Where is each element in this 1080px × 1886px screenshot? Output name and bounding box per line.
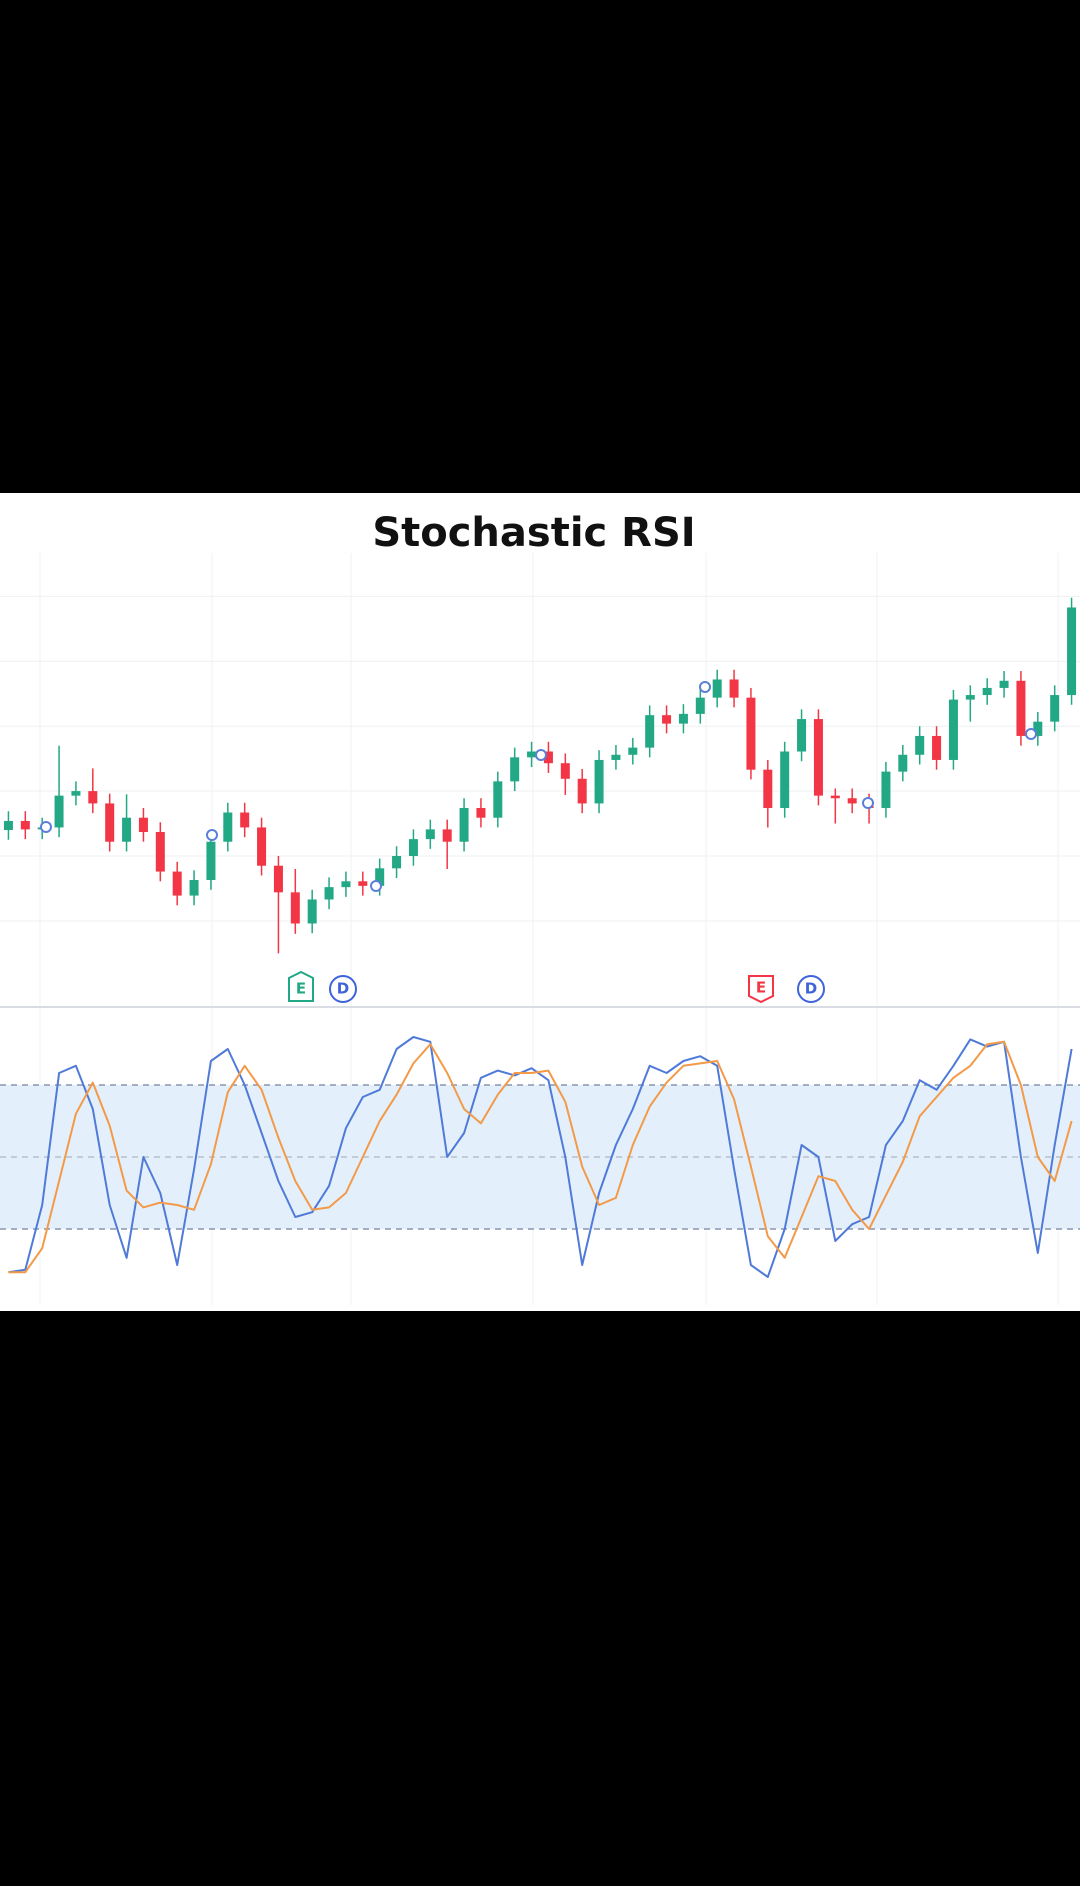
event-dot <box>206 829 218 841</box>
candle-body <box>746 697 756 770</box>
candle-body <box>408 839 418 856</box>
candle-body <box>543 751 553 764</box>
candle-body <box>881 771 891 808</box>
candle-body <box>493 781 503 818</box>
event-dot <box>699 681 711 693</box>
candle-body <box>358 881 368 886</box>
candle-body <box>712 679 722 698</box>
candle-body <box>695 697 705 714</box>
badge-earnings <box>288 970 314 1002</box>
candle-body <box>611 754 621 760</box>
badge-label: D <box>805 980 817 998</box>
candle-body <box>797 719 807 752</box>
candle-body <box>20 820 30 830</box>
candle-body <box>577 778 587 804</box>
candle-body <box>830 795 840 799</box>
candle-body <box>560 763 570 779</box>
candle-body <box>948 699 958 760</box>
candle-body <box>172 871 182 896</box>
event-dot <box>535 749 547 761</box>
candle-body <box>1067 607 1077 696</box>
event-dot <box>862 797 874 809</box>
candle-body <box>324 887 334 900</box>
candle-body <box>307 899 317 924</box>
candle-body <box>932 735 942 760</box>
candle-body <box>138 817 148 832</box>
candle-body <box>1016 680 1026 736</box>
badge-earnings <box>748 975 774 1004</box>
chart-title: Stochastic RSI <box>372 510 695 556</box>
price-pane <box>0 595 1080 954</box>
stoch-pane <box>0 1036 1080 1278</box>
candle-body <box>628 747 638 755</box>
candle-body <box>425 829 435 840</box>
candle-body <box>898 754 908 772</box>
candle-body <box>290 892 300 924</box>
candle-body <box>1050 695 1060 722</box>
event-dot <box>1025 728 1037 740</box>
badges: E D E D <box>288 970 825 1004</box>
event-markers <box>40 681 1037 892</box>
candle-body <box>105 803 115 842</box>
badge-label: E <box>296 980 306 998</box>
candle-body <box>375 868 385 886</box>
candle-body <box>780 751 790 808</box>
candle-body <box>678 713 688 724</box>
candle-body <box>999 680 1009 688</box>
badge-dividend <box>797 975 825 1003</box>
candle-body <box>206 841 216 881</box>
candle-body <box>476 807 486 818</box>
badge-dividend <box>329 975 357 1003</box>
candle-body <box>189 880 199 896</box>
badge-label: E <box>756 979 766 997</box>
candle-body <box>155 831 165 872</box>
candle-body <box>1033 721 1043 736</box>
candle-body <box>594 759 604 804</box>
candle-body <box>459 807 469 842</box>
candle-body <box>645 715 655 748</box>
candle-body <box>122 817 132 842</box>
candle-body <box>662 715 672 724</box>
candle-body <box>273 865 283 893</box>
candle-body <box>442 829 452 842</box>
candle-body <box>71 791 81 796</box>
candle-body <box>510 757 520 782</box>
event-dot <box>40 821 52 833</box>
candle-body <box>3 820 13 831</box>
candle-body <box>223 812 233 842</box>
stoch-line <box>8 1036 1073 1278</box>
event-dot <box>370 880 382 892</box>
candle-body <box>729 679 739 698</box>
badge-label: D <box>337 980 349 998</box>
candle-body <box>341 881 351 888</box>
candle-body <box>915 735 925 755</box>
candle-body <box>982 687 992 696</box>
candle-body <box>763 769 773 808</box>
candle-body <box>813 719 823 796</box>
candle-body <box>54 795 64 828</box>
candle-body <box>847 798 857 804</box>
candle-body <box>88 791 98 804</box>
candle-body <box>257 827 267 866</box>
candle-body <box>965 695 975 700</box>
candle-body <box>527 751 537 758</box>
candle-body <box>240 812 250 828</box>
stoch-line <box>8 1040 1073 1274</box>
candle-body <box>392 855 402 869</box>
